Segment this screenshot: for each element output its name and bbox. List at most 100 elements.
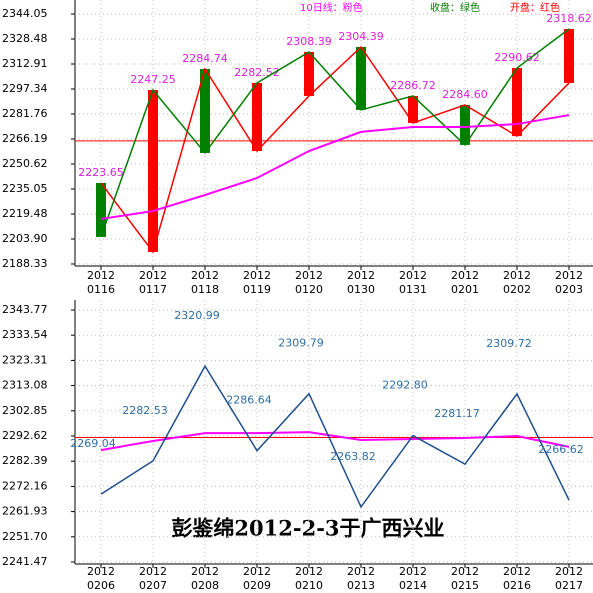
- y-tick-label: 2323.31: [2, 353, 48, 366]
- data-label: 2269.04: [70, 437, 116, 450]
- y-tick-label: 2281.76: [2, 107, 48, 120]
- x-tick-label: 0206: [87, 579, 115, 592]
- x-tick-label: 2012: [399, 565, 427, 578]
- y-tick-label: 2188.33: [2, 257, 48, 270]
- y-tick-label: 2241.47: [2, 555, 48, 568]
- candle-body: [512, 68, 522, 137]
- data-label: 2263.82: [330, 450, 376, 463]
- x-tick-label: 0214: [399, 579, 427, 592]
- annotation: 2282.52: [234, 66, 280, 79]
- y-tick-label: 2250.62: [2, 157, 48, 170]
- annotation: 2318.62: [546, 12, 592, 25]
- x-tick-label: 2012: [191, 269, 219, 282]
- annotation: 2286.72: [390, 79, 436, 92]
- x-tick-label: 0116: [87, 283, 115, 296]
- x-tick-label: 0208: [191, 579, 219, 592]
- y-tick-label: 2203.90: [2, 232, 48, 245]
- candle-body: [96, 182, 106, 237]
- x-tick-label: 2012: [87, 269, 115, 282]
- x-tick-label: 2012: [139, 269, 167, 282]
- open-line: [100, 45, 570, 254]
- x-tick-label: 2012: [503, 565, 531, 578]
- y-tick-label: 2219.48: [2, 207, 48, 220]
- annotation: 2304.39: [338, 30, 384, 43]
- annotation: 2284.60: [442, 88, 488, 101]
- x-tick-label: 0209: [243, 579, 271, 592]
- data-label: 2320.99: [174, 309, 220, 322]
- x-tick-label: 0120: [295, 283, 323, 296]
- x-tick-label: 2012: [555, 269, 583, 282]
- close-line: [100, 28, 570, 238]
- x-tick-label: 0217: [555, 579, 583, 592]
- candle-body: [148, 90, 158, 253]
- y-tick-label: 2251.70: [2, 530, 48, 543]
- x-tick-label: 2012: [139, 565, 167, 578]
- x-tick-label: 2012: [451, 565, 479, 578]
- x-tick-label: 0215: [451, 579, 479, 592]
- x-tick-label: 0118: [191, 283, 219, 296]
- y-tick-label: 2266.19: [2, 132, 48, 145]
- x-tick-label: 0130: [347, 283, 375, 296]
- data-label: 2266.62: [538, 443, 584, 456]
- ma-line: [100, 114, 570, 220]
- x-tick-label: 2012: [451, 269, 479, 282]
- x-tick-label: 2012: [243, 269, 271, 282]
- data-label: 2281.17: [434, 407, 480, 420]
- x-tick-label: 0216: [503, 579, 531, 592]
- x-tick-label: 0201: [451, 283, 479, 296]
- candle-body: [408, 95, 418, 123]
- y-tick-label: 2313.08: [2, 379, 48, 392]
- x-tick-label: 2012: [347, 269, 375, 282]
- y-tick-label: 2333.54: [2, 328, 48, 341]
- y-tick-label: 2292.62: [2, 429, 48, 442]
- y-tick-label: 2328.48: [2, 32, 48, 45]
- candle-body: [564, 29, 574, 83]
- data-label: 2292.80: [382, 379, 428, 392]
- x-tick-label: 0117: [139, 283, 167, 296]
- annotation: 2290.62: [494, 51, 540, 64]
- x-tick-label: 2012: [295, 565, 323, 578]
- x-tick-label: 2012: [503, 269, 531, 282]
- candle-body: [460, 104, 470, 145]
- data-label: 2309.79: [278, 337, 324, 350]
- x-tick-label: 0210: [295, 579, 323, 592]
- x-tick-label: 2012: [347, 565, 375, 578]
- y-tick-label: 2343.77: [2, 303, 48, 316]
- data-label: 2309.72: [486, 337, 532, 350]
- candle-body: [252, 82, 262, 152]
- data-label: 2282.53: [122, 404, 168, 417]
- x-tick-label: 2012: [295, 269, 323, 282]
- legend-entry: 收盘：绿色: [430, 1, 480, 14]
- y-tick-label: 2282.39: [2, 454, 48, 467]
- y-tick-label: 2344.05: [2, 7, 48, 20]
- legend-entry: 10日线：粉色: [300, 1, 363, 14]
- x-tick-label: 0131: [399, 283, 427, 296]
- annotation: 2223.65: [78, 166, 124, 179]
- y-tick-label: 2272.16: [2, 479, 48, 492]
- annotation: 2308.39: [286, 35, 332, 48]
- x-tick-label: 2012: [399, 269, 427, 282]
- x-tick-label: 2012: [87, 565, 115, 578]
- x-tick-label: 2012: [555, 565, 583, 578]
- y-tick-label: 2297.34: [2, 82, 48, 95]
- data-label: 2286.64: [226, 394, 272, 407]
- x-tick-label: 0202: [503, 283, 531, 296]
- x-tick-label: 0207: [139, 579, 167, 592]
- x-tick-label: 2012: [191, 565, 219, 578]
- price-line: [100, 364, 570, 509]
- annotation: 2247.25: [130, 73, 176, 86]
- ma-line: [100, 431, 570, 452]
- candle-body: [356, 46, 366, 110]
- x-tick-label: 0203: [555, 283, 583, 296]
- candle-body: [200, 68, 210, 153]
- y-tick-label: 2235.05: [2, 182, 48, 195]
- x-tick-label: 0213: [347, 579, 375, 592]
- legend-entry: 开盘：红色: [510, 1, 560, 14]
- x-tick-label: 0119: [243, 283, 271, 296]
- y-tick-label: 2312.91: [2, 57, 48, 70]
- x-tick-label: 2012: [243, 565, 271, 578]
- annotation: 2284.74: [182, 52, 228, 65]
- candle-body: [304, 51, 314, 96]
